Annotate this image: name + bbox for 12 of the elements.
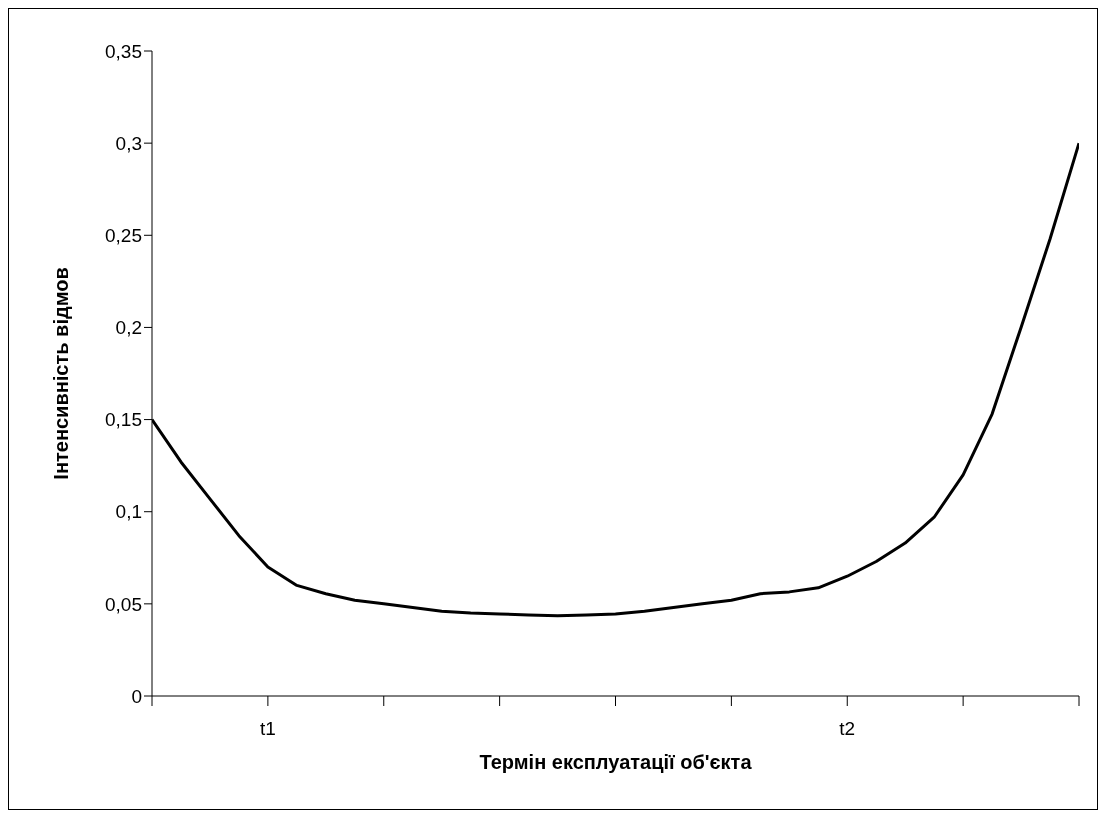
- y-axis-title: Інтенсивність відмов: [50, 267, 73, 480]
- x-tick-label: t2: [839, 718, 856, 740]
- y-tick-label: 0: [131, 685, 142, 707]
- y-tick-label: 0,1: [115, 501, 142, 523]
- y-tick-label: 0,2: [115, 317, 142, 339]
- y-tick-label: 0,25: [105, 225, 142, 247]
- y-tick-label: 0,3: [115, 132, 142, 154]
- y-tick-label: 0,05: [105, 593, 142, 615]
- x-tick-label: t1: [259, 718, 276, 740]
- y-tick-label: 0,15: [105, 409, 142, 431]
- y-tick-label: 0,35: [105, 40, 142, 62]
- x-axis-title: Термін експлуатації об'єкта: [479, 751, 753, 773]
